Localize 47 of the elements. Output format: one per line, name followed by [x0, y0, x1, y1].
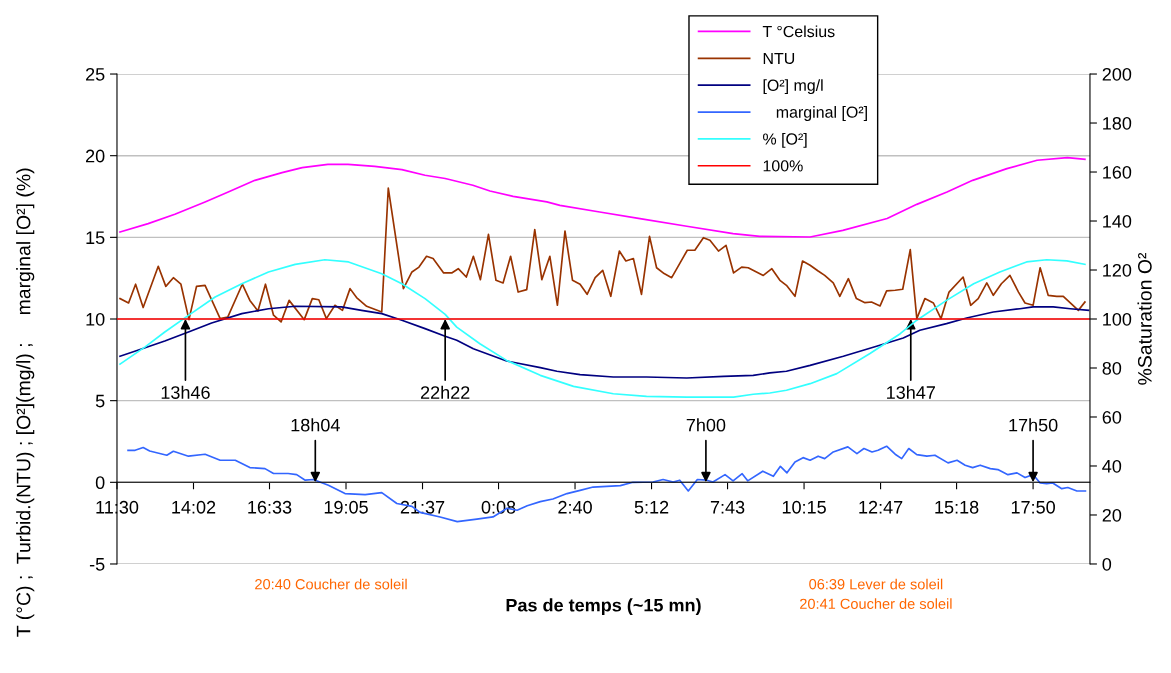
x-axis-title: Pas de temps (~15 mn): [506, 598, 701, 616]
y2-tick-label: 160: [1103, 165, 1132, 179]
y2-tick-label: 100: [1103, 312, 1132, 326]
y-axis-title: T (°C) ; Turbid.(NTU) ; [O²](mg/l) ; marginal [O²] (%): [16, 168, 35, 637]
x-tick-label: 17:50: [1011, 500, 1055, 514]
x-tick-label: 16:33: [248, 500, 292, 514]
y2-tick-label: 200: [1102, 67, 1132, 81]
x-tick-label: 10:15: [782, 500, 826, 514]
text: 20:41 Coucher de soleil: [800, 598, 952, 609]
x-tick-label: 7:43: [710, 500, 745, 514]
annotation: 22h22: [420, 385, 470, 399]
y-tick-label: 25: [86, 67, 105, 81]
y2-axis-title: %Saturation O²: [1137, 252, 1152, 385]
y-tick-label: 5: [95, 394, 105, 408]
y2-tick-label: 120: [1103, 263, 1132, 277]
annotation: 13h47: [887, 385, 935, 399]
legend-label: 100%: [763, 160, 803, 172]
y-tick-label: 0: [95, 476, 105, 490]
y2-tick-label: 20: [1102, 508, 1122, 522]
x-tick-label: 0:08: [481, 500, 516, 514]
text: 06:39 Lever de soleil: [809, 578, 943, 590]
y2-tick-label: 140: [1103, 214, 1132, 228]
x-tick-label: 12:47: [859, 500, 903, 514]
y2-tick-label: 60: [1102, 410, 1122, 424]
legend-label: T °Celsius: [762, 25, 835, 38]
x-tick-label: 5:12: [634, 500, 669, 514]
y2-tick-label: 180: [1103, 116, 1132, 130]
y-tick-label: 15: [86, 231, 105, 245]
legend-label: marginal [O²]: [776, 106, 867, 121]
y2-tick-label: 40: [1102, 459, 1122, 473]
y-tick-label: -5: [89, 558, 105, 571]
text: 20:40 Coucher de soleil: [255, 578, 407, 590]
y-tick-label: 20: [86, 149, 105, 163]
annotation: 13h46: [161, 385, 210, 399]
annotation: 7h00: [686, 418, 726, 432]
x-tick-label: 19:05: [324, 500, 368, 514]
annotation: 17h50: [1009, 418, 1058, 432]
legend-label: NTU: [763, 52, 795, 65]
x-tick-label: 14:02: [172, 500, 216, 514]
y2-tick-label: 80: [1102, 361, 1122, 375]
y-tick-label: 10: [86, 312, 105, 326]
y2-tick-label: 0: [1102, 557, 1112, 571]
legend-label: [O²] mg/l: [763, 79, 823, 95]
annotation: 18h04: [291, 418, 340, 432]
legend-label: % [O²]: [763, 132, 807, 148]
x-tick-label: 15:18: [935, 500, 979, 514]
x-tick-label: 2:40: [558, 500, 592, 514]
